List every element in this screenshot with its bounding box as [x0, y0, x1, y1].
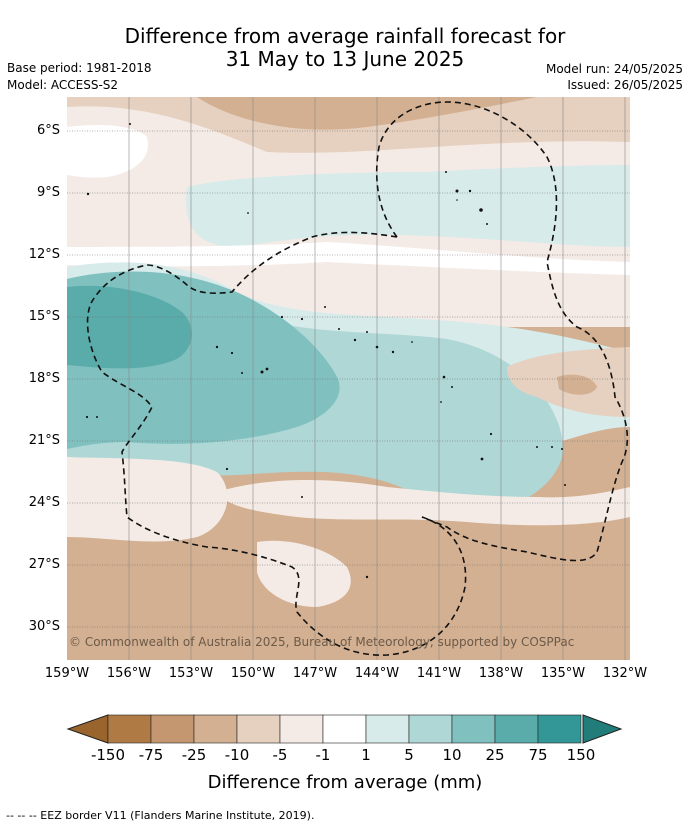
colorbar-bin	[107, 714, 152, 744]
lat-label: 27°S	[28, 557, 60, 572]
copyright-notice: © Commonwealth of Australia 2025, Bureau…	[69, 635, 575, 649]
neutral-strip	[67, 242, 630, 275]
map-title-line1: Difference from average rainfall forecas…	[124, 24, 566, 48]
lon-label: 144°W	[354, 666, 400, 681]
wet-core-inner	[67, 285, 193, 369]
colorbar-title: Difference from average (mm)	[207, 772, 483, 793]
graticule	[128, 97, 626, 660]
dry-patch-north	[197, 97, 537, 130]
colorbar-bin	[193, 714, 238, 744]
lon-label: 135°W	[540, 666, 586, 681]
dry-spot-east	[557, 374, 597, 395]
colorbar-bin	[365, 714, 410, 744]
lon-label: 147°W	[292, 666, 338, 681]
colorbar-tick: -10	[224, 746, 250, 764]
colorbar-tick: 1	[361, 746, 371, 764]
slightly-dry-southwest	[67, 457, 228, 542]
colorbar-bin	[451, 714, 496, 744]
colorbar-tick: -25	[181, 746, 207, 764]
lon-label: 141°W	[416, 666, 462, 681]
eez-borders	[86, 101, 629, 656]
colorbar-bin	[408, 714, 453, 744]
colorbar-tick: -5	[272, 746, 288, 764]
issued-date: Issued: 26/05/2025	[567, 78, 683, 92]
wet-band-north	[186, 165, 630, 247]
lat-label: 6°S	[36, 123, 60, 138]
base-period: Base period: 1981-2018	[7, 61, 152, 75]
colorbar-tick: -75	[138, 746, 164, 764]
colorbar-bin	[537, 714, 582, 744]
lon-label: 150°W	[230, 666, 276, 681]
colorbar-tick: 150	[566, 746, 596, 764]
colorbar-tick: 5	[404, 746, 414, 764]
colorbar-bin	[494, 714, 539, 744]
model-name: Model: ACCESS-S2	[7, 78, 119, 92]
colorbar-over-arrow	[582, 714, 623, 744]
light-patch-south	[257, 540, 351, 607]
lat-label: 15°S	[28, 309, 60, 324]
lon-label: 153°W	[168, 666, 214, 681]
lat-label: 30°S	[28, 619, 60, 634]
colorbar-bin	[236, 714, 281, 744]
lat-label: 12°S	[28, 247, 60, 262]
colorbar-tick: 10	[442, 746, 462, 764]
lat-label: 18°S	[28, 371, 60, 386]
colorbar-bin	[150, 714, 195, 744]
rainfall-difference-map: © Commonwealth of Australia 2025, Bureau…	[67, 97, 630, 660]
map-canvas	[67, 97, 630, 660]
lon-label: 132°W	[602, 666, 648, 681]
map-title-line2: 31 May to 13 June 2025	[225, 47, 465, 71]
colorbar-under-arrow	[66, 714, 109, 744]
lat-label: 9°S	[36, 185, 60, 200]
lon-label: 138°W	[478, 666, 524, 681]
colorbar-bin	[279, 714, 324, 744]
colorbar-tick: -150	[90, 746, 126, 764]
colorbar-bins	[107, 714, 582, 744]
colorbar-tick: 75	[528, 746, 548, 764]
colorbar	[66, 714, 623, 744]
lon-label: 156°W	[106, 666, 152, 681]
slightly-dry-band	[217, 480, 630, 526]
eez-footnote: -- -- -- EEZ border V11 (Flanders Marine…	[6, 809, 315, 822]
island-markers	[85, 123, 566, 579]
colorbar-bin	[322, 714, 367, 744]
colorbar-tick: -1	[315, 746, 331, 764]
colorbar-tick: 25	[485, 746, 505, 764]
neutral-patch-west	[67, 125, 148, 178]
lat-label: 24°S	[28, 495, 60, 510]
model-run-date: Model run: 24/05/2025	[545, 62, 683, 76]
lat-label: 21°S	[28, 433, 60, 448]
lon-label: 159°W	[44, 666, 90, 681]
